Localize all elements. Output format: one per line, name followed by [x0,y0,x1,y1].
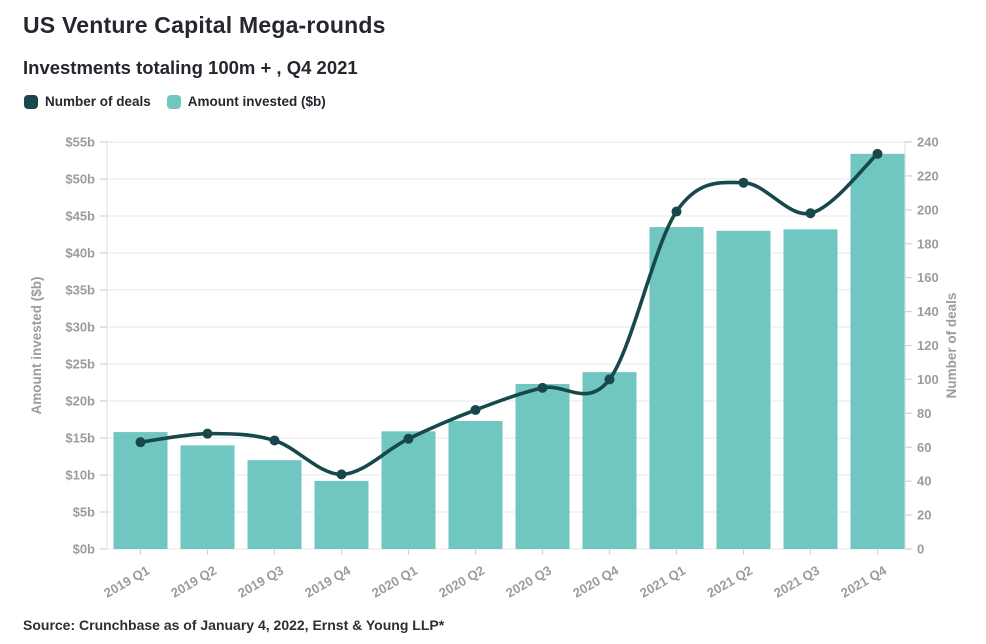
left-axis-tick-label: $20b [65,394,95,409]
line-point-2021-q1[interactable] [671,206,682,217]
legend-item-number-of-deals[interactable]: Number of deals [24,94,151,109]
x-axis-tick-label: 2021 Q2 [704,563,755,601]
line-point-2021-q2[interactable] [738,177,749,188]
bar-2020-q2[interactable] [448,420,503,549]
right-axis-tick-label: 140 [917,304,939,319]
line-point-2020-q1[interactable] [403,433,414,444]
right-axis-tick-label: 160 [917,270,939,285]
right-axis-tick-label: 180 [917,236,939,251]
legend-label: Number of deals [45,94,151,109]
x-axis-tick-label: 2021 Q4 [838,562,889,600]
right-axis-tick-label: 40 [917,474,931,489]
amount-legend-swatch-icon [166,94,181,109]
right-axis-tick-label: 20 [917,508,931,523]
right-axis-tick-label: 200 [917,202,939,217]
line-point-2020-q2[interactable] [470,404,481,415]
left-axis-tick-label: $55b [65,135,95,150]
legend-label: Amount invested ($b) [187,94,326,109]
left-axis-tick-label: $25b [65,357,95,372]
page-subtitle: Investments totaling 100m + , Q4 2021 [23,57,358,78]
x-axis-tick-label: 2020 Q3 [503,563,554,601]
right-axis-title: Number of deals [944,293,959,399]
x-axis-tick-label: 2019 Q1 [101,563,152,601]
chart-legend: Number of deals Amount invested ($b) [24,94,326,109]
x-axis-tick-label: 2020 Q1 [369,563,420,601]
x-axis-tick-label: 2020 Q4 [570,562,621,600]
bar-2019-q3[interactable] [247,460,302,549]
right-axis-tick-label: 80 [917,406,931,421]
bar-2019-q4[interactable] [314,480,369,549]
page-title: US Venture Capital Mega-rounds [23,12,386,38]
bar-2021-q2[interactable] [716,230,771,550]
line-point-2021-q3[interactable] [805,208,816,219]
left-axis-tick-label: $30b [65,320,95,335]
right-axis-tick-label: 100 [917,372,939,387]
deals-legend-swatch-icon [24,94,38,109]
source-note: Source: Crunchbase as of January 4, 2022… [23,617,445,633]
bar-2020-q3[interactable] [515,383,570,549]
left-axis-tick-label: $0b [73,542,95,557]
line-point-2019-q2[interactable] [202,428,213,439]
left-axis-tick-label: $45b [65,209,95,224]
bar-2019-q2[interactable] [180,445,235,549]
bar-2020-q4[interactable] [582,372,637,549]
left-axis-tick-label: $40b [65,246,95,261]
right-axis-tick-label: 0 [917,542,924,557]
right-axis-tick-label: 240 [917,135,939,150]
left-axis-tick-label: $10b [65,468,95,483]
bar-2021-q4[interactable] [850,153,905,549]
left-axis-tick-label: $50b [65,172,95,187]
line-point-2019-q3[interactable] [269,435,280,446]
bar-2019-q1[interactable] [113,432,168,549]
legend-item-amount-invested[interactable]: Amount invested ($b) [166,94,326,109]
right-axis-tick-label: 60 [917,440,931,455]
x-axis-tick-label: 2020 Q2 [436,563,487,601]
x-axis-tick-label: 2021 Q3 [771,563,822,601]
bar-2021-q1[interactable] [649,227,704,549]
line-point-2019-q1[interactable] [135,437,146,448]
line-point-2020-q4[interactable] [604,374,615,385]
bar-2021-q3[interactable] [783,229,838,549]
right-axis-tick-label: 120 [917,338,939,353]
left-axis-tick-label: $5b [73,505,95,520]
x-axis-tick-label: 2019 Q4 [302,562,353,600]
x-axis-tick-label: 2021 Q1 [637,563,688,601]
x-axis-tick-label: 2019 Q2 [168,563,219,601]
line-point-2021-q4[interactable] [872,148,883,159]
left-axis-tick-label: $35b [65,283,95,298]
line-point-2020-q3[interactable] [537,382,548,393]
left-axis-tick-label: $15b [65,431,95,446]
x-axis-tick-label: 2019 Q3 [235,563,286,601]
left-axis-title: Amount invested ($b) [29,276,44,414]
right-axis-tick-label: 220 [917,168,939,183]
line-point-2019-q4[interactable] [336,469,347,480]
